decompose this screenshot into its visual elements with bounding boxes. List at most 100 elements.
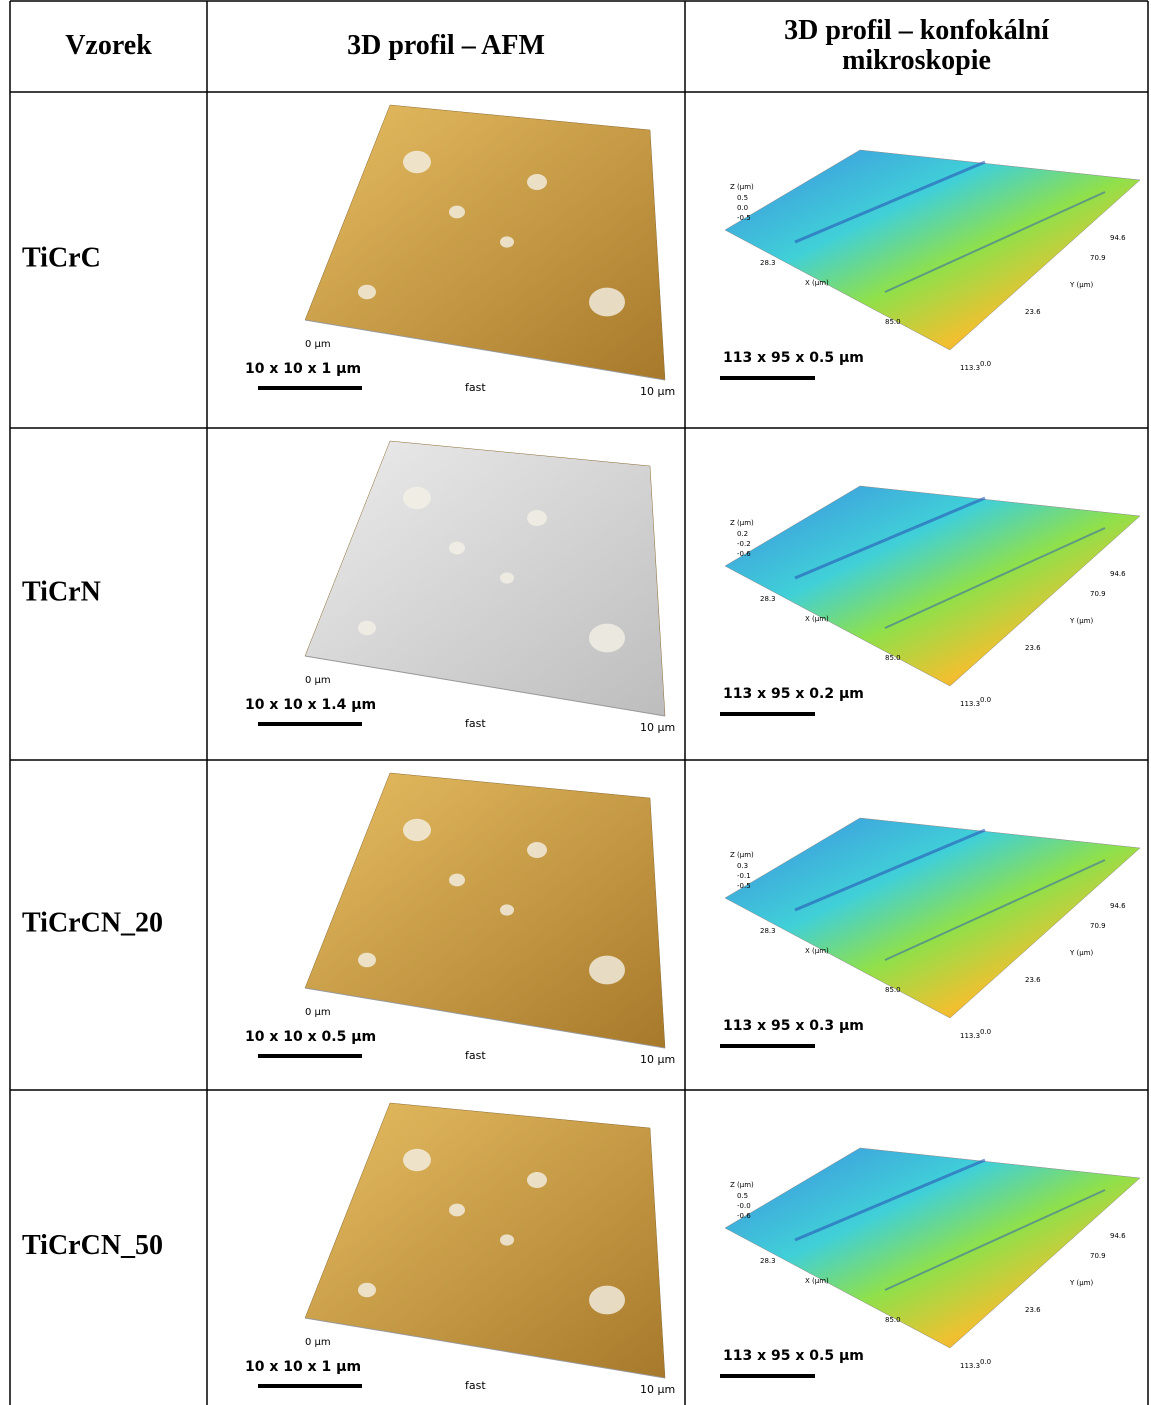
confocal-scale: 113 x 95 x 0.3 µm: [723, 1018, 864, 1034]
y-tick: 23.6: [1025, 308, 1041, 316]
header-sample: Vzorek: [10, 0, 207, 92]
z-tick: -0.1: [737, 872, 751, 880]
afm-surface: [305, 105, 665, 380]
afm-end: 10 µm: [640, 721, 675, 734]
x-tick: 28.3: [760, 259, 776, 267]
afm-zero: 0 µm: [305, 1007, 331, 1018]
afm-feature: [403, 151, 431, 173]
x-tick: 85.0: [885, 986, 901, 994]
afm-axis-label: fast: [465, 1049, 486, 1062]
afm-feature: [449, 874, 465, 887]
afm-feature: [403, 819, 431, 841]
x-label: X (µm): [805, 615, 829, 623]
afm-end: 10 µm: [640, 1053, 675, 1066]
z-tick: 0.0: [737, 204, 748, 212]
x-tick: 28.3: [760, 595, 776, 603]
x-tick: 113.3: [960, 1362, 980, 1370]
afm-scale: 10 x 10 x 1 µm: [245, 1359, 361, 1375]
x-tick: 85.0: [885, 1316, 901, 1324]
afm-feature: [500, 1234, 514, 1245]
x-label: X (µm): [805, 1277, 829, 1285]
afm-scale: 10 x 10 x 1.4 µm: [245, 697, 376, 713]
afm-zero: 0 µm: [305, 675, 331, 686]
confocal-image: Z (µm) 0.2 -0.2 -0.6 28.3 85.0 113.3 X (µm) 94.6…: [720, 486, 1140, 714]
y-tick: 94.6: [1110, 1232, 1126, 1240]
afm-feature: [589, 1286, 625, 1315]
sample-name: TiCrCN_20: [22, 907, 163, 938]
sample-name: TiCrCN_50: [22, 1230, 163, 1261]
confocal-scale: 113 x 95 x 0.5 µm: [723, 1348, 864, 1364]
afm-axis-label: fast: [465, 381, 486, 394]
z-label: Z (µm): [730, 1181, 754, 1189]
sample-name: TiCrC: [22, 242, 101, 273]
afm-end: 10 µm: [640, 1383, 675, 1396]
afm-feature: [358, 285, 376, 299]
z-tick: -0.6: [737, 550, 751, 558]
y-label: Y (µm): [1069, 1279, 1094, 1287]
z-tick: -0.5: [737, 214, 751, 222]
z-tick: 0.5: [737, 194, 748, 202]
z-tick: 0.2: [737, 530, 748, 538]
y-tick: 23.6: [1025, 1306, 1041, 1314]
confocal-surface: [725, 818, 1140, 1018]
afm-surface: [305, 1103, 665, 1378]
afm-feature: [358, 1283, 376, 1297]
x-tick: 113.3: [960, 700, 980, 708]
afm-feature: [500, 572, 514, 583]
afm-feature: [527, 1172, 547, 1188]
y-label: Y (µm): [1069, 617, 1094, 625]
y-tick: 94.6: [1110, 902, 1126, 910]
afm-image: 0 µm 10 x 10 x 1 µm fast 10 µm: [245, 105, 675, 398]
header-afm: 3D profil – AFM: [207, 0, 685, 92]
confocal-surface: [725, 486, 1140, 686]
afm-scale: 10 x 10 x 1 µm: [245, 361, 361, 377]
z-tick: -0.0: [737, 1202, 751, 1210]
table-graphics: TiCrC 0 µm 10 x 10 x 1 µm fast 10 µm Z (µm) 0.…: [0, 0, 1151, 1405]
y-tick: 94.6: [1110, 570, 1126, 578]
afm-feature: [449, 542, 465, 555]
afm-zero: 0 µm: [305, 339, 331, 350]
x-tick: 113.3: [960, 364, 980, 372]
afm-scale: 10 x 10 x 0.5 µm: [245, 1029, 376, 1045]
afm-image: 0 µm 10 x 10 x 0.5 µm fast 10 µm: [245, 773, 675, 1066]
page: TiCrC 0 µm 10 x 10 x 1 µm fast 10 µm Z (µm) 0.…: [0, 0, 1151, 1405]
afm-zero: 0 µm: [305, 1337, 331, 1348]
x-tick: 85.0: [885, 318, 901, 326]
x-tick: 113.3: [960, 1032, 980, 1040]
confocal-scale: 113 x 95 x 0.2 µm: [723, 686, 864, 702]
y-tick: 70.9: [1090, 254, 1106, 262]
z-tick: -0.6: [737, 1212, 751, 1220]
x-tick: 85.0: [885, 654, 901, 662]
confocal-surface: [725, 1148, 1140, 1348]
afm-axis-label: fast: [465, 1379, 486, 1392]
afm-feature: [403, 1149, 431, 1171]
afm-feature: [589, 288, 625, 317]
afm-feature: [589, 956, 625, 985]
afm-feature: [500, 904, 514, 915]
y-label: Y (µm): [1069, 949, 1094, 957]
afm-feature: [527, 842, 547, 858]
y-tick: 94.6: [1110, 234, 1126, 242]
y-tick: 70.9: [1090, 590, 1106, 598]
sample-name: TiCrN: [22, 576, 101, 607]
afm-axis-label: fast: [465, 717, 486, 730]
z-label: Z (µm): [730, 519, 754, 527]
afm-surface: [305, 773, 665, 1048]
z-tick: 0.3: [737, 862, 748, 870]
z-tick: -0.2: [737, 540, 751, 548]
y-tick: 0.0: [980, 1028, 991, 1036]
y-tick: 23.6: [1025, 976, 1041, 984]
afm-feature: [358, 621, 376, 635]
z-tick: -0.5: [737, 882, 751, 890]
y-tick: 23.6: [1025, 644, 1041, 652]
z-label: Z (µm): [730, 183, 754, 191]
afm-feature: [403, 487, 431, 509]
afm-feature: [358, 953, 376, 967]
afm-surface: [305, 441, 665, 716]
afm-feature: [449, 1204, 465, 1217]
afm-end: 10 µm: [640, 385, 675, 398]
afm-feature: [449, 206, 465, 219]
x-label: X (µm): [805, 279, 829, 287]
